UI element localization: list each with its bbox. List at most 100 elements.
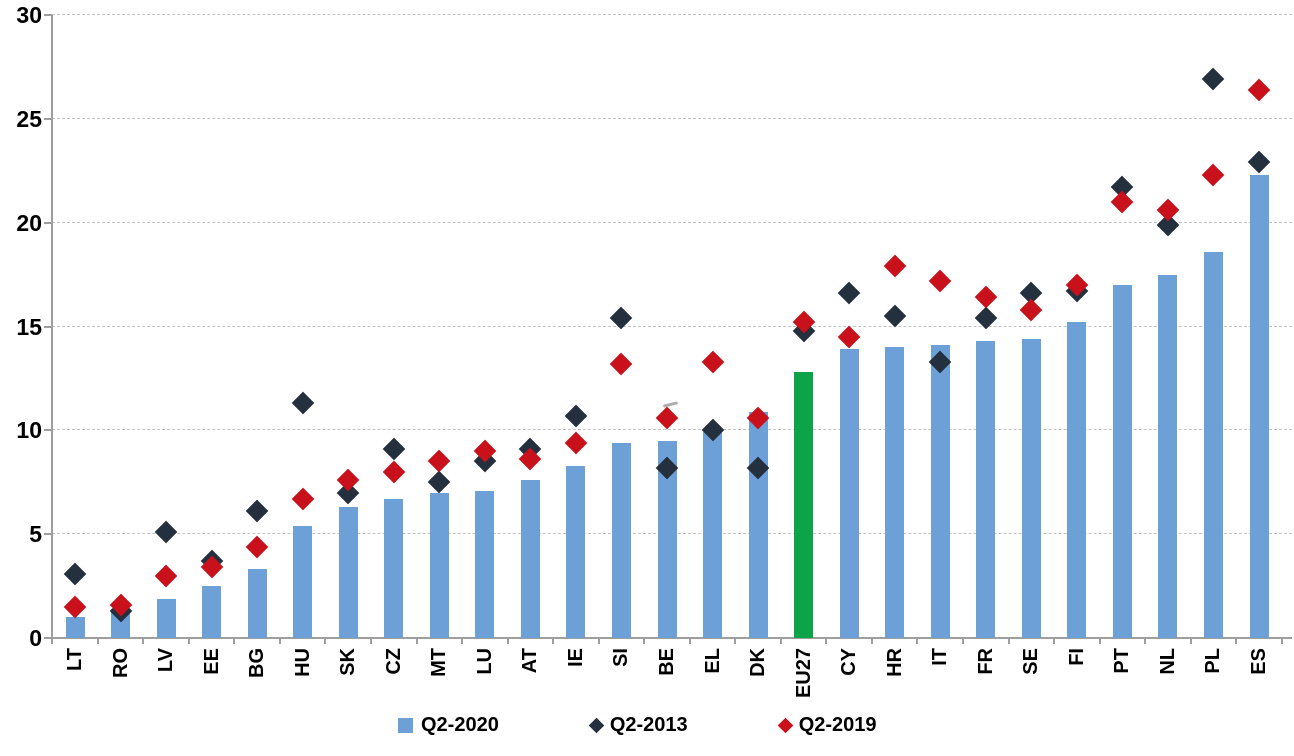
- x-axis-label-PT: PT: [1111, 648, 1134, 674]
- bar-PL: [1203, 251, 1223, 638]
- x-axis-tick: [1007, 638, 1010, 644]
- x-axis-label-LV: LV: [155, 648, 178, 673]
- x-axis-label-SI: SI: [610, 648, 633, 667]
- bar-EL: [703, 432, 723, 638]
- x-axis-tick: [916, 638, 919, 644]
- bar-PT: [1112, 284, 1132, 638]
- marker-q2-2019-MT: [427, 450, 451, 473]
- legend-label-q2-2020: Q2-2020: [421, 714, 499, 736]
- x-axis-label-IT: IT: [929, 648, 952, 666]
- x-axis-label-MT: MT: [428, 648, 451, 677]
- bar-IE: [566, 465, 586, 638]
- gridline-20: [52, 221, 1292, 223]
- marker-q2-2019-CZ: [382, 460, 406, 484]
- x-axis-tick: [96, 638, 99, 644]
- x-axis-label-PL: PL: [1202, 648, 1225, 674]
- bar-EU27: [794, 372, 814, 638]
- bar-AT: [520, 480, 540, 638]
- bar-FR: [976, 341, 996, 638]
- x-axis-tick: [51, 638, 54, 644]
- marker-q2-2019-HU: [291, 487, 315, 511]
- y-axis-tick: [44, 637, 52, 639]
- bar-SK: [338, 507, 358, 638]
- y-axis-tick: [44, 429, 52, 432]
- x-axis-label-DK: DK: [747, 648, 770, 677]
- x-axis-tick: [506, 638, 509, 644]
- y-axis-tick: [44, 221, 52, 224]
- gridline-10: [52, 429, 1292, 431]
- gridline-30: [52, 14, 1292, 15]
- legend-label-q2-2013: Q2-2013: [609, 714, 688, 736]
- gridline-15: [52, 325, 1292, 327]
- marker-q2-2019-CY: [837, 325, 861, 349]
- marker-q2-2019-BG: [245, 535, 269, 558]
- y-axis-tick: [44, 14, 52, 16]
- x-axis-label-SE: SE: [1020, 648, 1043, 675]
- legend-item-q2-2019: Q2-2019: [777, 714, 877, 737]
- x-axis-label-FI: FI: [1065, 648, 1088, 666]
- bar-LT: [65, 617, 85, 638]
- x-axis-tick: [142, 638, 145, 644]
- marker-q2-2019-LT: [63, 595, 87, 619]
- y-axis-label-25: 25: [16, 105, 42, 132]
- y-axis-label-10: 10: [16, 417, 42, 444]
- marker-q2-2019-HR: [883, 254, 907, 278]
- bar-EE: [202, 586, 222, 638]
- marker-q2-2019-IE: [564, 431, 588, 455]
- bar-BE: [657, 440, 677, 638]
- marker-q2-2019-ES: [1247, 78, 1271, 102]
- marker-q2-2019-EL: [701, 350, 724, 374]
- bar-LV: [156, 598, 176, 638]
- x-axis-label-RO: RO: [109, 648, 132, 678]
- x-axis-tick: [552, 638, 555, 644]
- x-axis-label-FR: FR: [974, 648, 997, 675]
- x-axis-tick: [1189, 638, 1192, 644]
- x-axis-tick: [1144, 638, 1147, 644]
- x-axis-label-ES: ES: [1248, 648, 1270, 675]
- x-axis-label-LT: LT: [64, 648, 86, 671]
- bar-LU: [475, 490, 495, 638]
- marker-q2-2019-LV: [154, 564, 178, 588]
- bar-HR: [885, 347, 905, 638]
- x-axis-tick: [643, 638, 646, 644]
- marker-q2-2019-SI: [610, 352, 633, 376]
- legend-item-q2-2020: Q2-2020: [398, 714, 499, 737]
- x-axis-label-EL: EL: [701, 648, 724, 674]
- legend-label-q2-2019: Q2-2019: [798, 714, 877, 736]
- x-axis-tick: [1053, 638, 1056, 644]
- y-axis-tick: [44, 533, 52, 536]
- y-axis-label-20: 20: [16, 209, 42, 236]
- x-axis-tick: [734, 638, 737, 644]
- x-axis-label-SK: SK: [337, 648, 360, 676]
- gridline-25: [52, 117, 1292, 119]
- x-axis-tick: [415, 638, 418, 644]
- bar-NL: [1158, 274, 1178, 638]
- y-axis-label-5: 5: [29, 521, 42, 548]
- x-axis-tick: [187, 638, 190, 644]
- x-axis-label-LU: LU: [473, 648, 496, 675]
- bar-SE: [1021, 338, 1041, 638]
- marker-q2-2019-PT: [1111, 190, 1134, 214]
- legend-item-q2-2013: Q2-2013: [588, 714, 688, 737]
- bar-SI: [611, 442, 631, 638]
- marker-q2-2013-LV: [154, 520, 178, 544]
- marker-q2-2013-CZ: [382, 437, 406, 461]
- x-axis-tick: [870, 638, 873, 644]
- x-axis-label-IE: IE: [564, 648, 587, 667]
- x-axis-label-CY: CY: [838, 648, 861, 676]
- marker-q2-2013-IE: [564, 404, 588, 428]
- x-axis-tick: [324, 638, 327, 644]
- y-axis-tick: [44, 325, 52, 328]
- y-axis-label-0: 0: [29, 625, 42, 651]
- x-axis-line: [51, 637, 1292, 639]
- x-axis-label-HU: HU: [291, 648, 314, 677]
- marker-q2-2019-FR: [974, 286, 998, 309]
- x-axis-tick: [1098, 638, 1101, 644]
- x-axis-label-AT: AT: [519, 648, 542, 674]
- x-axis-tick: [962, 638, 964, 644]
- bar-CZ: [384, 498, 404, 638]
- marker-q2-2013-HR: [883, 304, 907, 328]
- legend-diamond-swatch-icon: [588, 717, 605, 734]
- legend-square-swatch-icon: [398, 718, 413, 733]
